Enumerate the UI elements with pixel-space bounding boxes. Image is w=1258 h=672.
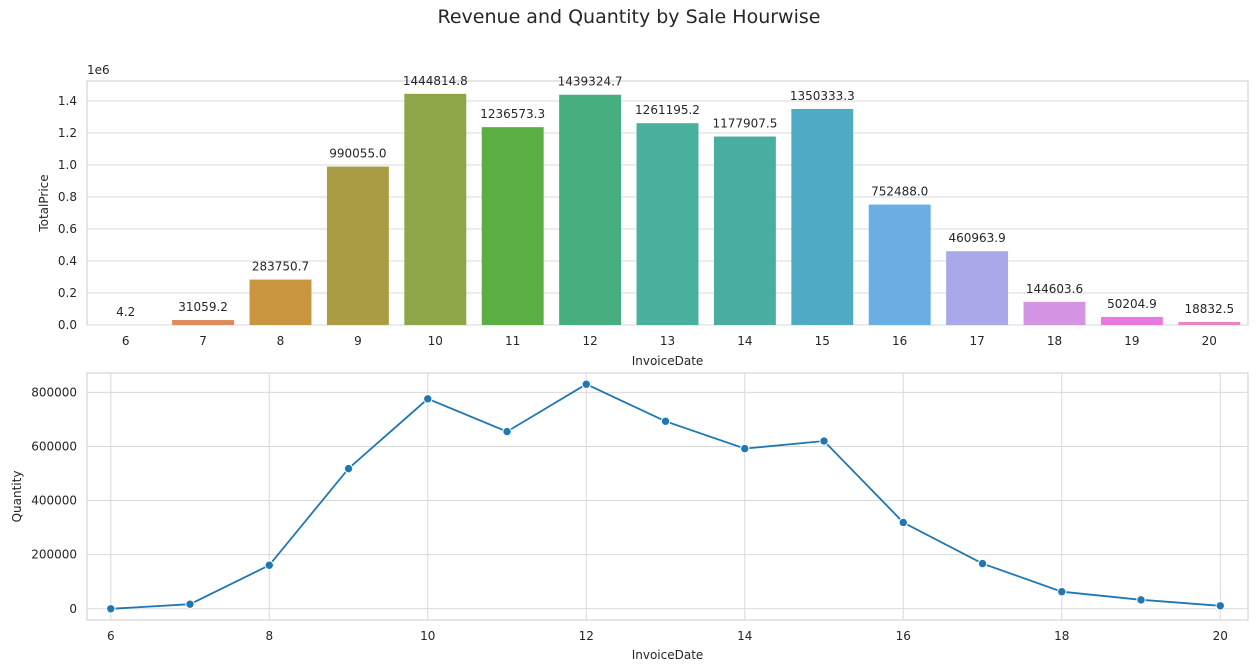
bar-data-label: 144603.6: [1026, 282, 1083, 296]
bar-chart-y-tick-label: 0.4: [58, 254, 77, 268]
line-chart-point: [185, 599, 195, 609]
figure-title: Revenue and Quantity by Sale Hourwise: [437, 6, 821, 28]
bar-chart-x-tick-label: 20: [1202, 334, 1217, 348]
bar-chart-x-tick-label: 11: [505, 334, 520, 348]
bar-data-label: 31059.2: [178, 300, 228, 314]
line-chart-x-tick-label: 12: [579, 629, 594, 643]
line-chart-point: [819, 436, 829, 446]
bar-chart-y-tick-label: 0.2: [58, 286, 77, 300]
line-chart-y-tick-label: 800000: [31, 385, 77, 399]
bar: [559, 94, 622, 326]
bar-data-label: 1236573.3: [480, 107, 545, 121]
line-chart-points: [106, 379, 1225, 614]
bar-chart-x-tick-label: 9: [354, 334, 362, 348]
bar: [1023, 301, 1086, 325]
line-chart-x-tick-label: 20: [1213, 629, 1228, 643]
bar-chart-y-tick-label: 0.0: [58, 318, 77, 332]
line-chart-x-tick-label: 18: [1054, 629, 1069, 643]
bar-chart-x-tick-label: 19: [1124, 334, 1139, 348]
bar-chart-x-tick-label: 12: [582, 334, 597, 348]
line-chart-point: [264, 560, 274, 570]
bar-chart-y-tick-labels: 0.0 0.2 0.4 0.6 0.8 1.0 1.2 1.4: [58, 94, 77, 332]
bar-chart-y-offset-label: 1e6: [87, 63, 110, 77]
bar: [249, 279, 312, 325]
bar: [791, 108, 854, 325]
line-chart-quantity: 6 8 10 12 14 16 18 20 0 200000 400000 600000 800000…: [10, 372, 1249, 662]
line-chart-point: [1136, 595, 1146, 605]
bar-chart-x-axis-label: InvoiceDate: [632, 354, 704, 368]
line-chart-point: [977, 558, 988, 569]
bar-data-label: 4.2: [116, 305, 135, 319]
bar-chart-y-tick-label: 1.2: [58, 126, 77, 140]
line-chart-x-tick-labels: 6 8 10 12 14 16 18 20: [107, 629, 1228, 643]
bar-data-label: 1261195.2: [635, 103, 700, 117]
bar-data-label: 1177907.5: [712, 117, 777, 131]
line-chart-x-tick-label: 8: [265, 629, 273, 643]
line-chart-frame: [86, 372, 1249, 621]
bar: [326, 166, 389, 325]
line-chart-y-tick-label: 400000: [31, 494, 77, 508]
bar: [713, 136, 776, 325]
line-chart-point: [660, 416, 671, 426]
bar-data-label: 50204.9: [1107, 297, 1157, 311]
bar-chart-x-tick-label: 16: [892, 334, 907, 348]
line-chart-point: [1215, 601, 1225, 611]
line-chart-point: [898, 517, 908, 528]
bar-chart-y-tick-label: 1.4: [58, 94, 77, 108]
line-chart-x-tick-label: 6: [107, 629, 115, 643]
line-chart-point: [581, 379, 591, 389]
bar: [868, 204, 931, 325]
line-chart-x-tick-label: 10: [420, 629, 435, 643]
bar-chart-data-labels: 4.2 31059.2 283750.7 990055.0 1444814.8 12365…: [116, 74, 1234, 319]
bar: [1100, 316, 1163, 325]
bar-chart-y-axis-label: TotalPrice: [37, 174, 51, 232]
bar-chart-x-tick-label: 6: [122, 334, 130, 348]
line-chart-y-tick-labels: 0 200000 400000 600000 800000: [31, 385, 77, 615]
bar: [946, 251, 1009, 325]
bar-data-label: 1444814.8: [403, 74, 468, 88]
bar-chart-x-tick-labels: 6 7 8 9 10 11 12 13 14 15 16 17 18 19 20: [122, 334, 1217, 348]
line-chart-x-tick-label: 14: [737, 629, 752, 643]
bar-chart-x-tick-label: 13: [660, 334, 675, 348]
bar-data-label: 990055.0: [329, 147, 386, 161]
bar-chart-x-tick-label: 10: [428, 334, 443, 348]
bar-chart-x-tick-label: 8: [277, 334, 285, 348]
line-chart-y-tick-label: 600000: [31, 439, 77, 453]
bar: [1178, 321, 1241, 325]
line-chart-point: [106, 604, 116, 614]
bar-chart-bars: [94, 93, 1241, 326]
bar-data-label: 752488.0: [871, 185, 928, 199]
bar-chart-x-tick-label: 14: [737, 334, 752, 348]
bar-chart-x-tick-label: 15: [815, 334, 830, 348]
line-chart-y-tick-label: 0: [69, 602, 77, 616]
bar-data-label: 1350333.3: [790, 89, 855, 103]
line-chart-point: [343, 463, 354, 474]
bar-chart-y-tick-label: 1.0: [58, 158, 77, 172]
bar-data-label: 18832.5: [1184, 302, 1234, 316]
line-chart-point: [1057, 587, 1067, 597]
line-chart-point: [502, 426, 512, 437]
bar-chart-y-tick-label: 0.6: [58, 222, 77, 236]
line-chart-x-tick-label: 16: [896, 629, 911, 643]
bar: [404, 93, 467, 325]
bar-chart-y-tick-label: 0.8: [58, 190, 77, 204]
bar: [172, 320, 235, 325]
line-chart-x-axis-label: InvoiceDate: [632, 648, 704, 662]
bar: [636, 123, 699, 325]
bar-data-label: 460963.9: [948, 231, 1005, 245]
line-chart-gridlines: [87, 373, 1248, 620]
line-chart-point: [740, 443, 750, 454]
bar-chart-x-tick-label: 7: [199, 334, 207, 348]
bar-data-label: 283750.7: [252, 260, 309, 274]
bar-chart-x-tick-label: 18: [1047, 334, 1062, 348]
line-chart-y-axis-label: Quantity: [10, 471, 24, 523]
line-chart-y-tick-label: 200000: [31, 548, 77, 562]
line-chart-point: [423, 394, 433, 404]
bar-chart-x-tick-label: 17: [969, 334, 984, 348]
bar-data-label: 1439324.7: [558, 75, 623, 89]
bar: [481, 127, 544, 325]
bar-chart-revenue: 4.2 31059.2 283750.7 990055.0 1444814.8 12365…: [37, 63, 1249, 368]
